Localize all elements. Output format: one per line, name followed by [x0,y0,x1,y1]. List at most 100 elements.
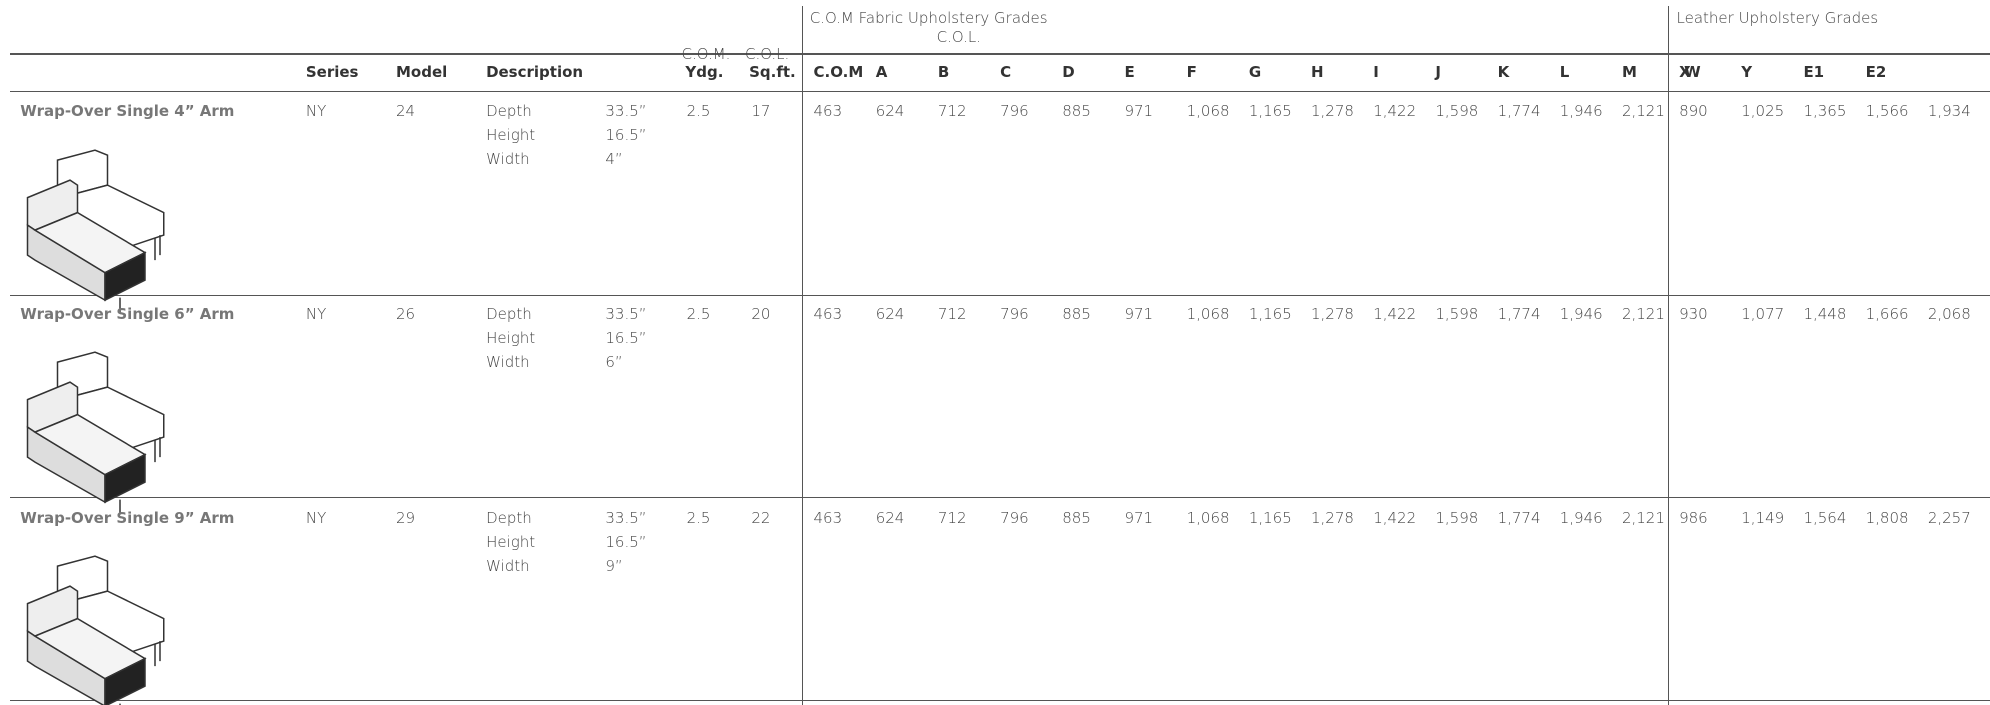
cell-text: 712 [937,508,967,527]
cell-text: 796 [1000,102,1029,121]
cell-text: Depth [486,304,532,323]
cell-text: 971 [1124,508,1154,527]
cell-text: 24 [395,102,416,121]
cell-text: 1,598 [1435,508,1479,527]
cell-text: 1,068 [1186,304,1230,323]
cell-text: 2,121 [1621,304,1665,323]
cell-text: 1,278 [1311,102,1354,121]
cell-text: J [1435,63,1441,82]
cell-text: 1,422 [1373,508,1417,527]
cell-text: C.O.M Fabric Upholstery Grades [809,8,1048,27]
cell-text: D [1062,63,1075,82]
cell-text: 2,121 [1621,102,1665,121]
cell-text: 1,165 [1248,102,1292,121]
cell-text: 1,774 [1497,508,1541,527]
cell-text: NY [305,508,327,527]
cell-text: 1,149 [1741,508,1785,527]
cell-text: NY [305,102,327,121]
cell-text: 1,422 [1373,304,1417,323]
cell-text: 1,422 [1373,102,1417,121]
cell-text: 2,068 [1927,304,1971,323]
cell-text: Series [305,63,359,82]
cell-text: X [1679,63,1691,82]
cell-text: Width [486,352,530,371]
cell-text: K [1497,63,1510,82]
cell-text: 971 [1124,304,1154,323]
cell-text: Depth [486,508,532,527]
cell-text: 971 [1124,102,1154,121]
cell-text: 1,598 [1435,304,1479,323]
cell-text: 2,257 [1927,508,1971,527]
cell-text: 986 [1679,508,1708,527]
cell-text: 885 [1062,304,1091,323]
cell-text: Width [486,150,530,169]
cell-text: 1,077 [1741,304,1785,323]
cell-text: I [1373,63,1379,82]
cell-text: F [1186,63,1197,82]
cell-text: Wrap-Over Single 4” Arm [20,102,235,121]
cell-text: 9” [605,556,623,575]
cell-text: A [875,63,888,82]
cell-text: Height [486,532,536,551]
cell-text: 1,566 [1865,102,1909,121]
v-rule [802,6,804,705]
cell-text: 16.5” [605,126,647,145]
cell-text: 1,598 [1435,102,1479,121]
cell-text: 17 [751,102,771,121]
cell-text: NY [305,304,327,323]
cell-text: 26 [395,304,416,323]
cell-text: 33.5” [605,102,647,121]
product-icon [27,351,165,516]
cell-text: Description [486,63,584,82]
product-icon [27,149,165,314]
cell-text: 712 [937,102,967,121]
cell-text: 796 [1000,304,1029,323]
cell-text: Ydg. [685,63,724,82]
cell-text: 1,025 [1741,102,1785,121]
cell-text: Wrap-Over Single 9” Arm [20,508,235,527]
cell-text: 33.5” [605,508,647,527]
cell-text: 16.5” [605,328,647,347]
cell-text: 1,165 [1248,508,1292,527]
cell-text: Height [486,328,536,347]
cell-text: 6” [605,352,623,371]
cell-text: G [1248,63,1262,82]
cell-text: 796 [1000,508,1029,527]
cell-text: 1,946 [1559,508,1603,527]
v-rule [1667,6,1669,705]
cell-text: 1,068 [1186,102,1230,121]
cell-text: 890 [1679,102,1708,121]
cell-text: C.O.M. [681,45,731,64]
row-rule [10,294,1990,296]
cell-text: 2.5 [686,304,711,323]
cell-text: 22 [751,508,771,527]
cell-text: Leather Upholstery Grades [1676,8,1879,27]
cell-text: 1,808 [1865,508,1909,527]
header-rule [10,53,1990,56]
cell-text: 4” [605,150,623,169]
cell-text: 463 [813,304,843,323]
cell-text: 1,278 [1311,508,1354,527]
cell-text: 1,946 [1559,102,1603,121]
cell-text: W [1684,63,1701,82]
cell-text: 463 [813,102,843,121]
cell-text: 624 [875,508,905,527]
cell-text: 1,774 [1497,102,1541,121]
cell-text: 885 [1062,102,1091,121]
cell-text: Width [486,556,530,575]
cell-text: 33.5” [605,304,647,323]
cell-text: 1,278 [1311,304,1354,323]
cell-text: C.O.L. [744,45,790,64]
cell-text: 1,564 [1803,508,1847,527]
cell-text: B [937,63,950,82]
cell-text: L [1559,63,1570,82]
cell-text: Depth [486,102,532,121]
cell-text: 1,666 [1865,304,1909,323]
product-icon [27,555,165,705]
cell-text: E1 [1803,63,1825,82]
cell-text: C.O.L. [936,27,981,46]
row-rule [10,497,1990,499]
row-rule [10,91,1990,93]
cell-text: 1,774 [1497,304,1541,323]
